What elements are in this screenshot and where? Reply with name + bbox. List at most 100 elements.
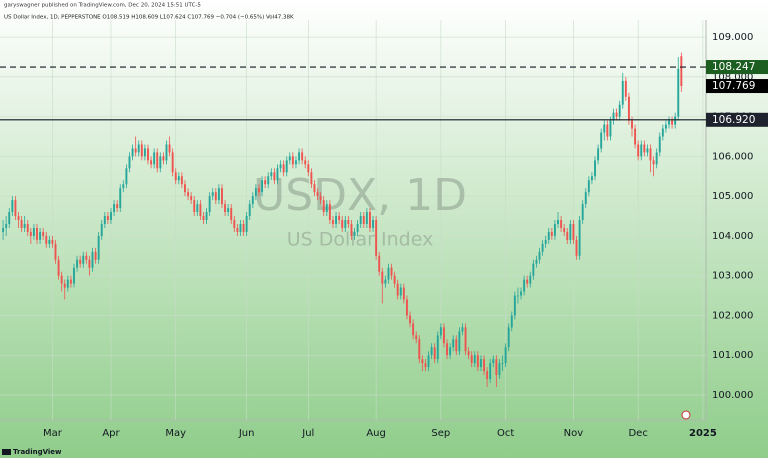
candle-body <box>489 363 492 380</box>
candle-body <box>168 144 171 153</box>
candle-body <box>20 220 23 228</box>
candle-body <box>560 220 563 228</box>
x-tick-label: Aug <box>366 428 386 439</box>
candle-body <box>301 152 304 161</box>
candle-body <box>393 275 396 284</box>
candle-body <box>239 223 242 232</box>
candle-body <box>483 359 485 372</box>
candle-body <box>227 208 230 213</box>
candle-body <box>671 120 674 125</box>
candle-body <box>631 120 633 129</box>
candle-body <box>325 204 328 213</box>
candle-body <box>547 231 550 240</box>
candle-body <box>378 255 381 272</box>
candle-body <box>285 160 288 173</box>
candle-body <box>507 327 510 348</box>
candle-body <box>54 243 57 260</box>
candle-body <box>563 227 566 232</box>
price-label-box <box>706 112 768 127</box>
candle-body <box>304 160 307 165</box>
candle-body <box>276 168 279 181</box>
candle-body <box>264 180 267 185</box>
candle-body <box>661 128 664 137</box>
candle-body <box>248 204 251 217</box>
candle-body <box>313 184 316 193</box>
candle-body <box>501 363 504 364</box>
candle-body <box>452 339 455 348</box>
candle-body <box>409 315 411 324</box>
candle-body <box>221 188 223 205</box>
candle-body <box>335 216 337 224</box>
candle-body <box>288 156 291 161</box>
candle-body <box>2 227 5 232</box>
candle-body <box>541 243 544 252</box>
candle-body <box>384 279 387 284</box>
candle-body <box>680 56 683 87</box>
x-tick-label: 2025 <box>689 428 717 439</box>
candle-body <box>11 200 14 213</box>
y-tick-label: 102.000 <box>712 310 753 321</box>
watermark-subtitle: US Dollar Index <box>287 229 434 251</box>
candle-body <box>643 144 646 153</box>
candle-body <box>113 204 116 213</box>
candle-body <box>196 204 199 213</box>
candle-body <box>492 359 495 364</box>
candle-body <box>199 204 202 217</box>
candle-body <box>279 164 282 169</box>
candle-body <box>106 216 109 220</box>
candle-body <box>590 176 593 181</box>
candle-body <box>621 80 624 105</box>
candle-body <box>461 327 464 332</box>
candle-body <box>436 335 439 360</box>
candle-body <box>594 160 596 177</box>
candle-body <box>63 283 66 288</box>
candle-body <box>578 220 581 256</box>
flag-icon <box>681 410 691 420</box>
candle-body <box>291 156 294 165</box>
candle-body <box>424 363 427 368</box>
y-tick-label: 100.000 <box>712 390 753 401</box>
candle-body <box>640 144 643 157</box>
candle-body <box>177 176 180 181</box>
candle-body <box>449 347 452 356</box>
symbol-legend: US Dollar Index, 1D, PEPPERSTONE O108.51… <box>4 15 294 21</box>
candle-body <box>405 299 408 316</box>
candle-body <box>162 156 165 161</box>
price-label: 108.247 <box>712 61 755 73</box>
candle-body <box>627 96 630 121</box>
candle-body <box>341 220 344 228</box>
candle-body <box>538 251 541 260</box>
x-tick-label: May <box>165 428 186 439</box>
candle-body <box>180 176 183 185</box>
candle-body <box>618 104 621 117</box>
candle-body <box>652 160 655 165</box>
candle-body <box>464 327 467 352</box>
candle-body <box>42 231 45 236</box>
candle-body <box>159 156 162 169</box>
candle-body <box>470 355 473 364</box>
candle-body <box>282 164 285 173</box>
candle-body <box>634 128 637 145</box>
candle-body <box>39 231 42 240</box>
candle-body <box>350 223 353 236</box>
y-tick-label: 104.000 <box>712 231 753 242</box>
candle-body <box>110 212 112 220</box>
candle-body <box>214 192 217 201</box>
candle-body <box>442 327 445 344</box>
candle-body <box>575 239 578 256</box>
candle-body <box>322 200 325 213</box>
candle-body <box>396 283 399 296</box>
candle-body <box>569 223 572 240</box>
y-tick-label: 109.000 <box>712 32 753 43</box>
candle-body <box>171 152 174 173</box>
candle-body <box>174 172 177 181</box>
candle-body <box>270 172 273 177</box>
candle-body <box>79 259 82 264</box>
candle-body <box>332 220 334 224</box>
candle-body <box>17 216 20 220</box>
candle-body <box>85 255 88 260</box>
candle-body <box>609 120 612 137</box>
candle-body <box>584 192 587 205</box>
candle-body <box>76 259 79 268</box>
candle-body <box>125 168 128 185</box>
